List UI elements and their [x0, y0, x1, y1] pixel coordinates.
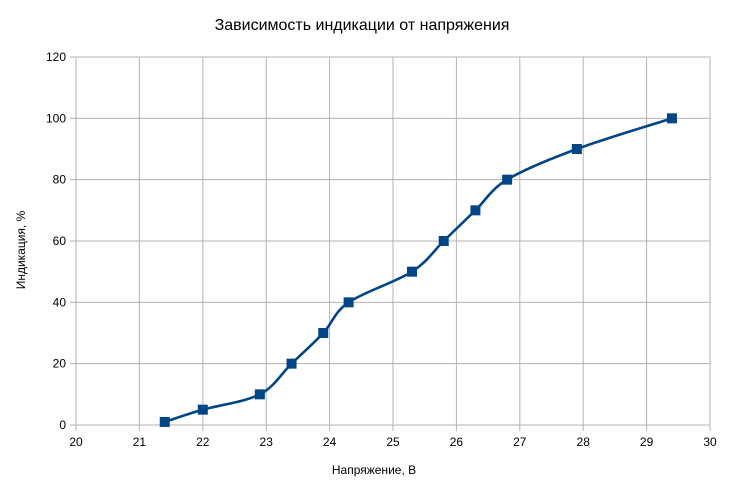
- data-point-marker: [197, 404, 208, 415]
- data-point-marker: [470, 205, 481, 216]
- data-point-marker: [318, 328, 329, 338]
- x-tick-label: 26: [450, 435, 464, 449]
- y-tick-label: 20: [53, 357, 67, 371]
- x-ticks: 20 21 22 23 24 25 26 27 28 29 30: [69, 435, 717, 449]
- data-point-marker: [407, 266, 418, 277]
- x-tick-label: 20: [69, 435, 83, 449]
- data-point-marker: [438, 236, 449, 246]
- x-tick-label: 24: [323, 435, 337, 449]
- x-tick-label: 21: [133, 435, 147, 449]
- x-tick-label: 22: [196, 435, 210, 449]
- x-tick-label: 27: [513, 435, 527, 449]
- series-line: [163, 117, 674, 424]
- x-tick-label: 29: [640, 435, 654, 449]
- y-tick-label: 80: [53, 173, 67, 187]
- x-tick-label: 28: [577, 435, 591, 449]
- y-tick-label: 100: [46, 111, 66, 125]
- x-tick-label: 30: [703, 435, 717, 449]
- series-markers: [159, 113, 677, 427]
- data-point-marker: [286, 358, 297, 369]
- chart-title: Зависимость индикации от напряжения: [215, 17, 510, 34]
- data-point-marker: [571, 144, 582, 154]
- x-tick-label: 25: [386, 435, 400, 449]
- data-point-marker: [159, 416, 170, 427]
- data-point-marker: [502, 174, 513, 185]
- data-point-marker: [666, 113, 677, 124]
- y-tick-label: 40: [53, 295, 67, 309]
- x-axis-label: Напряжение, В: [332, 463, 416, 477]
- y-tick-label: 0: [59, 418, 66, 432]
- y-tick-label: 60: [53, 234, 67, 248]
- data-point-marker: [343, 297, 354, 308]
- data-point-marker: [254, 389, 265, 400]
- grid: [70, 56, 711, 431]
- y-tick-label: 120: [46, 50, 66, 64]
- x-tick-label: 23: [260, 435, 274, 449]
- y-axis-label: Индикация, %: [14, 210, 28, 289]
- y-ticks: 0 20 40 60 80 100 120: [46, 50, 66, 432]
